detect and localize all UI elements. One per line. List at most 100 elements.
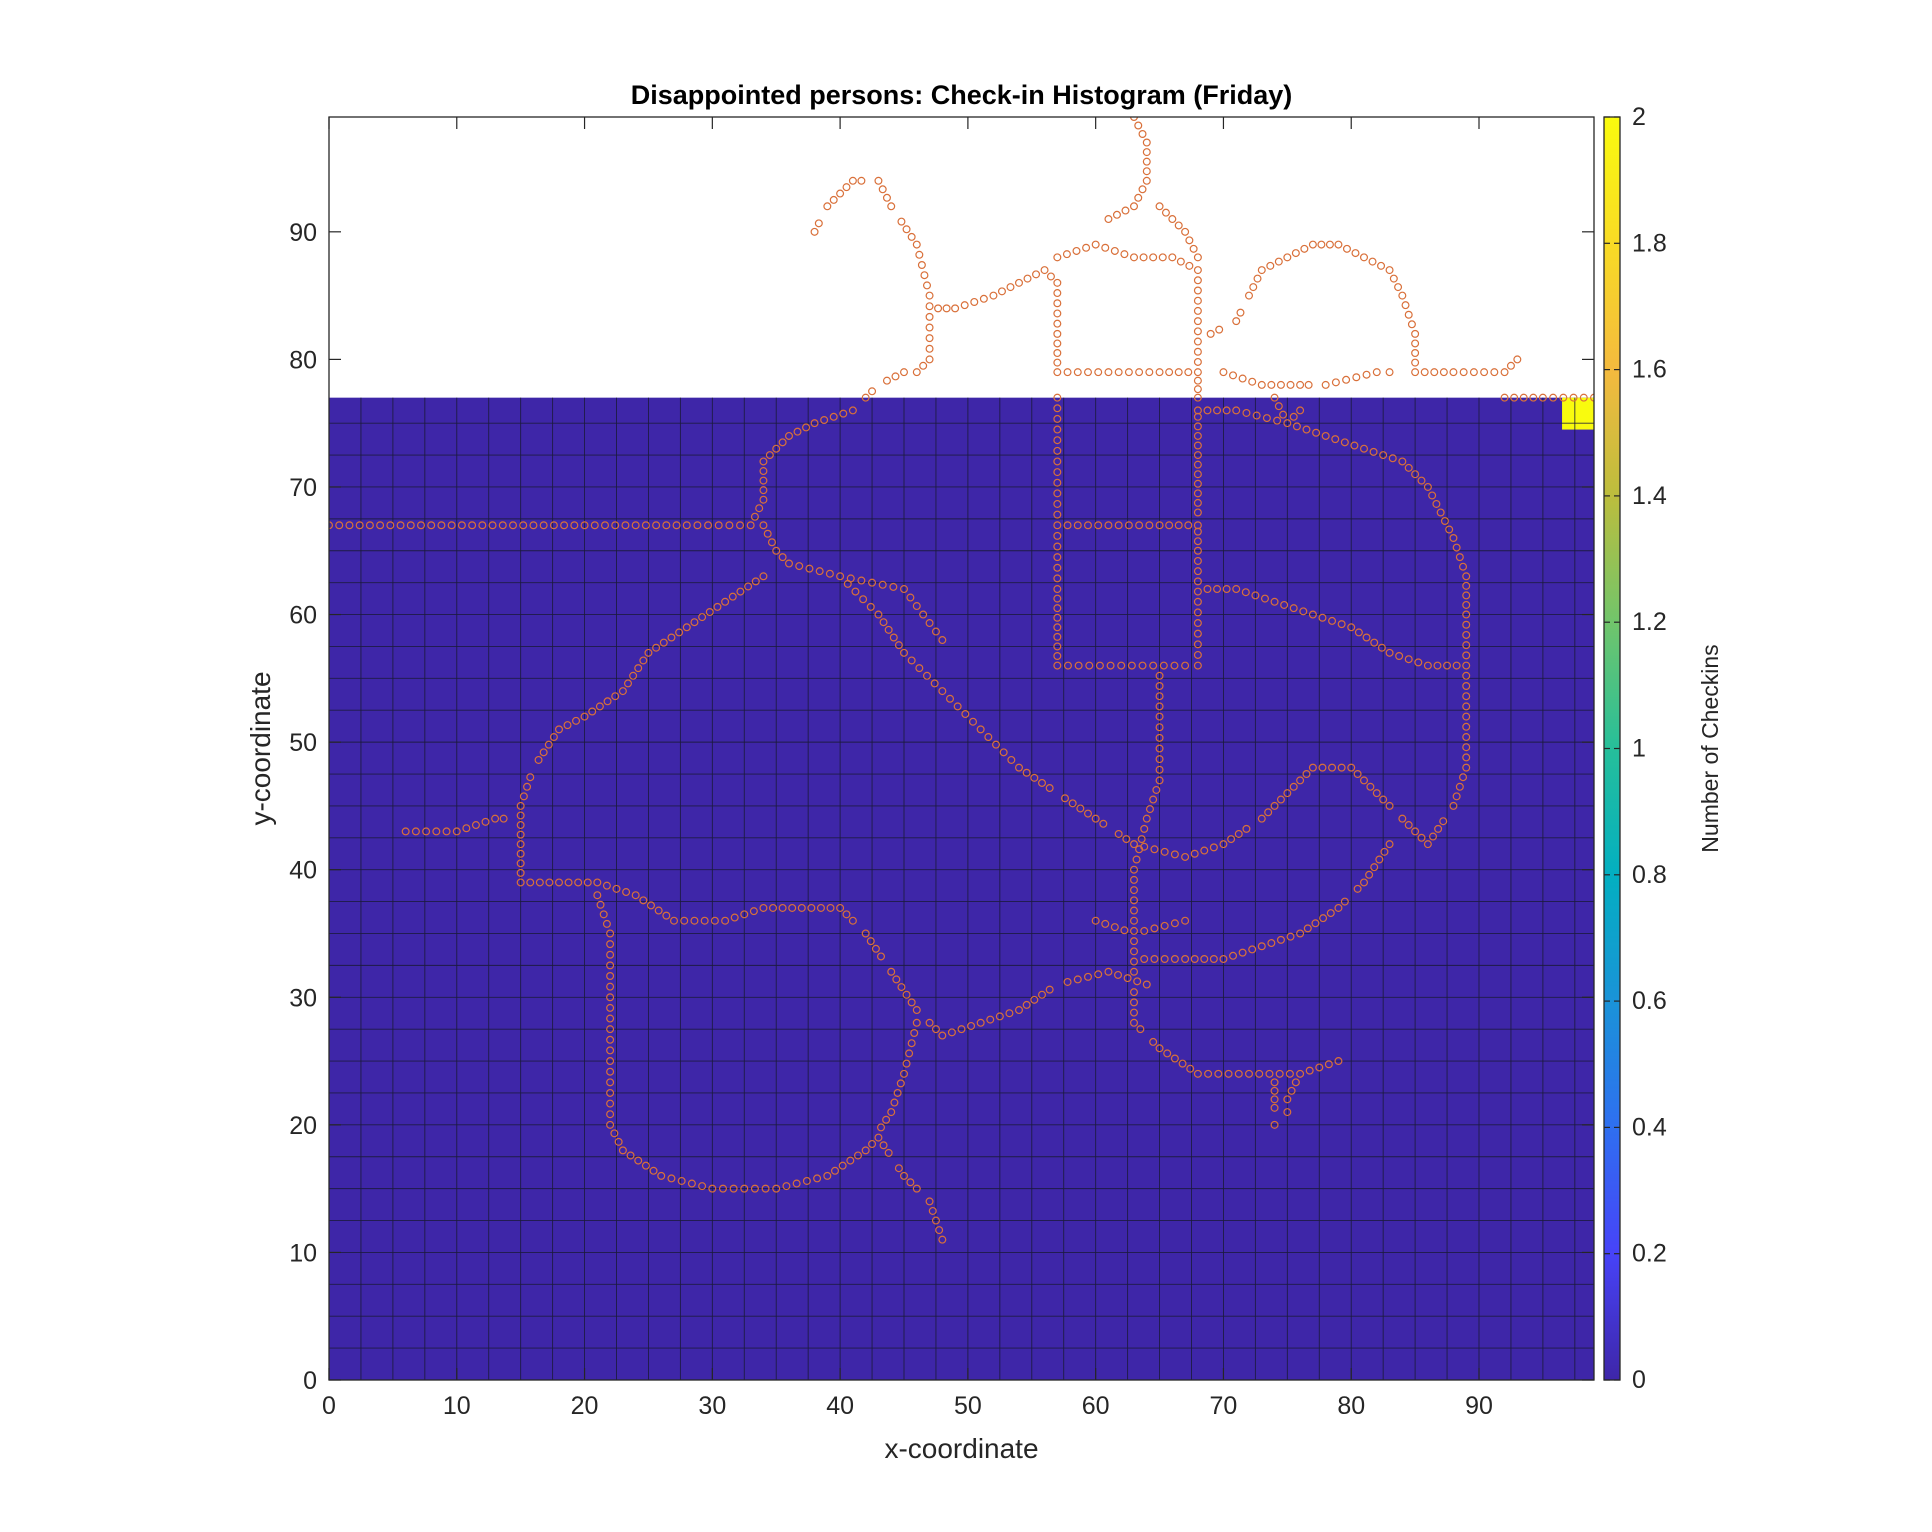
- checkin-marker: [925, 1018, 934, 1027]
- checkin-marker: [641, 1161, 650, 1170]
- checkin-marker: [874, 610, 883, 619]
- checkin-marker: [629, 671, 638, 680]
- checkin-marker: [1134, 121, 1143, 130]
- checkin-marker: [899, 648, 908, 657]
- checkin-marker: [1389, 274, 1398, 283]
- checkin-marker: [1365, 870, 1374, 879]
- checkin-marker: [772, 546, 781, 555]
- checkin-marker: [1538, 393, 1547, 402]
- checkin-marker: [1185, 261, 1194, 270]
- checkin-marker: [1193, 661, 1202, 670]
- checkin-marker: [1022, 768, 1031, 777]
- checkin-marker: [1319, 914, 1328, 923]
- checkin-marker: [1270, 801, 1279, 810]
- checkin-marker: [639, 656, 648, 665]
- checkin-marker: [1094, 970, 1103, 979]
- checkin-marker: [411, 827, 420, 836]
- heatmap-cell: [1562, 397, 1594, 430]
- checkin-marker: [879, 618, 888, 627]
- checkin-marker: [687, 1179, 696, 1188]
- checkin-marker: [736, 521, 745, 530]
- checkin-marker: [826, 903, 835, 912]
- checkin-marker: [866, 937, 875, 946]
- checkin-marker: [967, 1021, 976, 1030]
- checkin-marker: [1189, 244, 1198, 253]
- checkin-marker: [878, 580, 887, 589]
- checkin-marker: [644, 648, 653, 657]
- checkin-marker: [1053, 652, 1062, 661]
- checkin-marker: [1436, 508, 1445, 517]
- checkin-marker: [654, 906, 663, 915]
- checkin-marker: [1337, 763, 1346, 772]
- checkin-marker: [1150, 954, 1159, 963]
- checkin-marker: [795, 562, 804, 571]
- checkin-marker: [823, 1171, 832, 1180]
- checkin-marker: [986, 1015, 995, 1024]
- checkin-marker: [1452, 543, 1461, 552]
- checkin-marker: [1285, 1069, 1294, 1078]
- checkin-marker: [1040, 266, 1049, 275]
- checkin-marker: [1206, 329, 1215, 338]
- checkin-marker: [1022, 1000, 1031, 1009]
- checkin-marker: [554, 725, 563, 734]
- checkin-marker: [1411, 358, 1420, 367]
- checkin-marker: [1181, 227, 1190, 236]
- checkin-marker: [1529, 393, 1538, 402]
- checkin-marker: [878, 185, 887, 194]
- checkin-marker: [1439, 368, 1448, 377]
- y-tick-label: 50: [289, 729, 317, 757]
- checkin-marker: [1155, 723, 1164, 732]
- checkin-marker: [925, 355, 934, 364]
- checkin-marker: [1053, 521, 1062, 530]
- checkin-marker: [1159, 661, 1168, 670]
- y-tick-label: 70: [289, 474, 317, 502]
- x-tick-label: 20: [571, 1392, 599, 1420]
- checkin-marker: [1462, 681, 1471, 690]
- checkin-marker: [698, 1182, 707, 1191]
- colorbar-tick-label: 0.6: [1632, 987, 1667, 1015]
- checkin-marker: [539, 748, 548, 757]
- checkin-marker: [957, 1025, 966, 1034]
- checkin-marker: [606, 1120, 615, 1129]
- checkin-marker: [976, 1018, 985, 1027]
- checkin-marker: [1462, 591, 1471, 600]
- checkin-marker: [906, 1178, 915, 1187]
- checkin-marker: [1142, 814, 1151, 823]
- checkin-marker: [1136, 1025, 1145, 1034]
- checkin-marker: [437, 521, 446, 530]
- checkin-marker: [1347, 763, 1356, 772]
- checkin-marker: [1129, 937, 1138, 946]
- checkin-marker: [1334, 240, 1343, 249]
- checkin-marker: [417, 521, 426, 530]
- checkin-marker: [1155, 681, 1164, 690]
- checkin-marker: [1370, 863, 1379, 872]
- checkin-marker: [1014, 763, 1023, 772]
- checkin-marker: [1519, 393, 1528, 402]
- checkin-marker: [778, 903, 787, 912]
- checkin-marker: [1063, 661, 1072, 670]
- checkin-marker: [892, 975, 901, 984]
- checkin-marker: [907, 656, 916, 665]
- checkin-marker: [718, 1184, 727, 1193]
- checkin-marker: [1104, 215, 1113, 224]
- checkin-marker: [1270, 1078, 1279, 1087]
- checkin-marker: [1232, 317, 1241, 326]
- checkin-marker: [1368, 257, 1377, 266]
- checkin-marker: [667, 1174, 676, 1183]
- checkin-marker: [1302, 425, 1311, 434]
- checkin-marker: [365, 521, 374, 530]
- checkin-marker: [1170, 919, 1179, 928]
- checkin-marker: [1053, 309, 1062, 318]
- checkin-marker: [1101, 243, 1110, 252]
- checkin-marker: [1449, 533, 1458, 542]
- checkin-marker: [725, 521, 734, 530]
- checkin-marker: [612, 884, 621, 893]
- checkin-marker: [345, 521, 354, 530]
- checkin-marker: [1215, 325, 1224, 334]
- checkin-marker: [1462, 572, 1471, 581]
- checkin-marker: [1370, 638, 1379, 647]
- checkin-marker: [1291, 1078, 1300, 1087]
- checkin-marker: [1068, 799, 1077, 808]
- heatmap-grid: [329, 397, 1594, 1380]
